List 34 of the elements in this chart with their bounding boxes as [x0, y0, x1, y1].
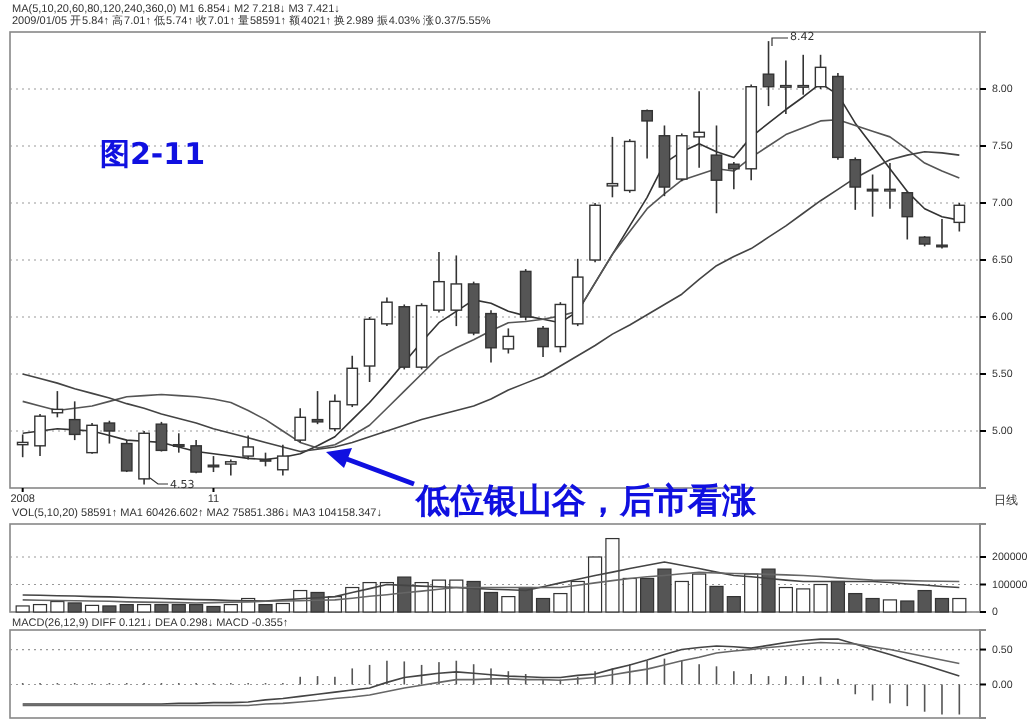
candlestick: [172, 432, 185, 454]
candlestick: [710, 124, 723, 215]
candlestick: [537, 325, 549, 358]
candlestick: [346, 354, 359, 408]
candlestick: [936, 218, 948, 250]
candlestick: [606, 136, 619, 199]
candlestick: [294, 407, 307, 444]
candlestick: [103, 419, 116, 445]
candlestick: [554, 301, 567, 354]
candlestick: [675, 132, 688, 183]
candlestick: [884, 162, 896, 210]
candlestick: [866, 173, 879, 218]
line-series: [21, 571, 961, 604]
candlestick: [328, 393, 341, 432]
candlestick: [311, 390, 324, 425]
candlestick: [86, 422, 98, 455]
candlestick: [519, 268, 532, 322]
candlestick: [450, 254, 463, 327]
candlestick: [433, 251, 445, 314]
candlestick: [693, 90, 706, 169]
candlestick: [381, 296, 393, 327]
candlestick: [641, 108, 654, 160]
candlestick: [901, 190, 914, 241]
candlestick: [502, 327, 515, 355]
candlestick: [363, 316, 376, 383]
candlestick: [727, 161, 740, 191]
candlestick: [571, 258, 584, 327]
annotation: 图2-11: [100, 136, 206, 172]
annotation: 低位银山谷，后市看涨: [414, 482, 758, 522]
line-series: [21, 561, 961, 602]
candlestick: [155, 421, 168, 453]
candlestick: [849, 156, 862, 211]
candlestick: [68, 400, 81, 441]
candlestick: [485, 309, 497, 364]
